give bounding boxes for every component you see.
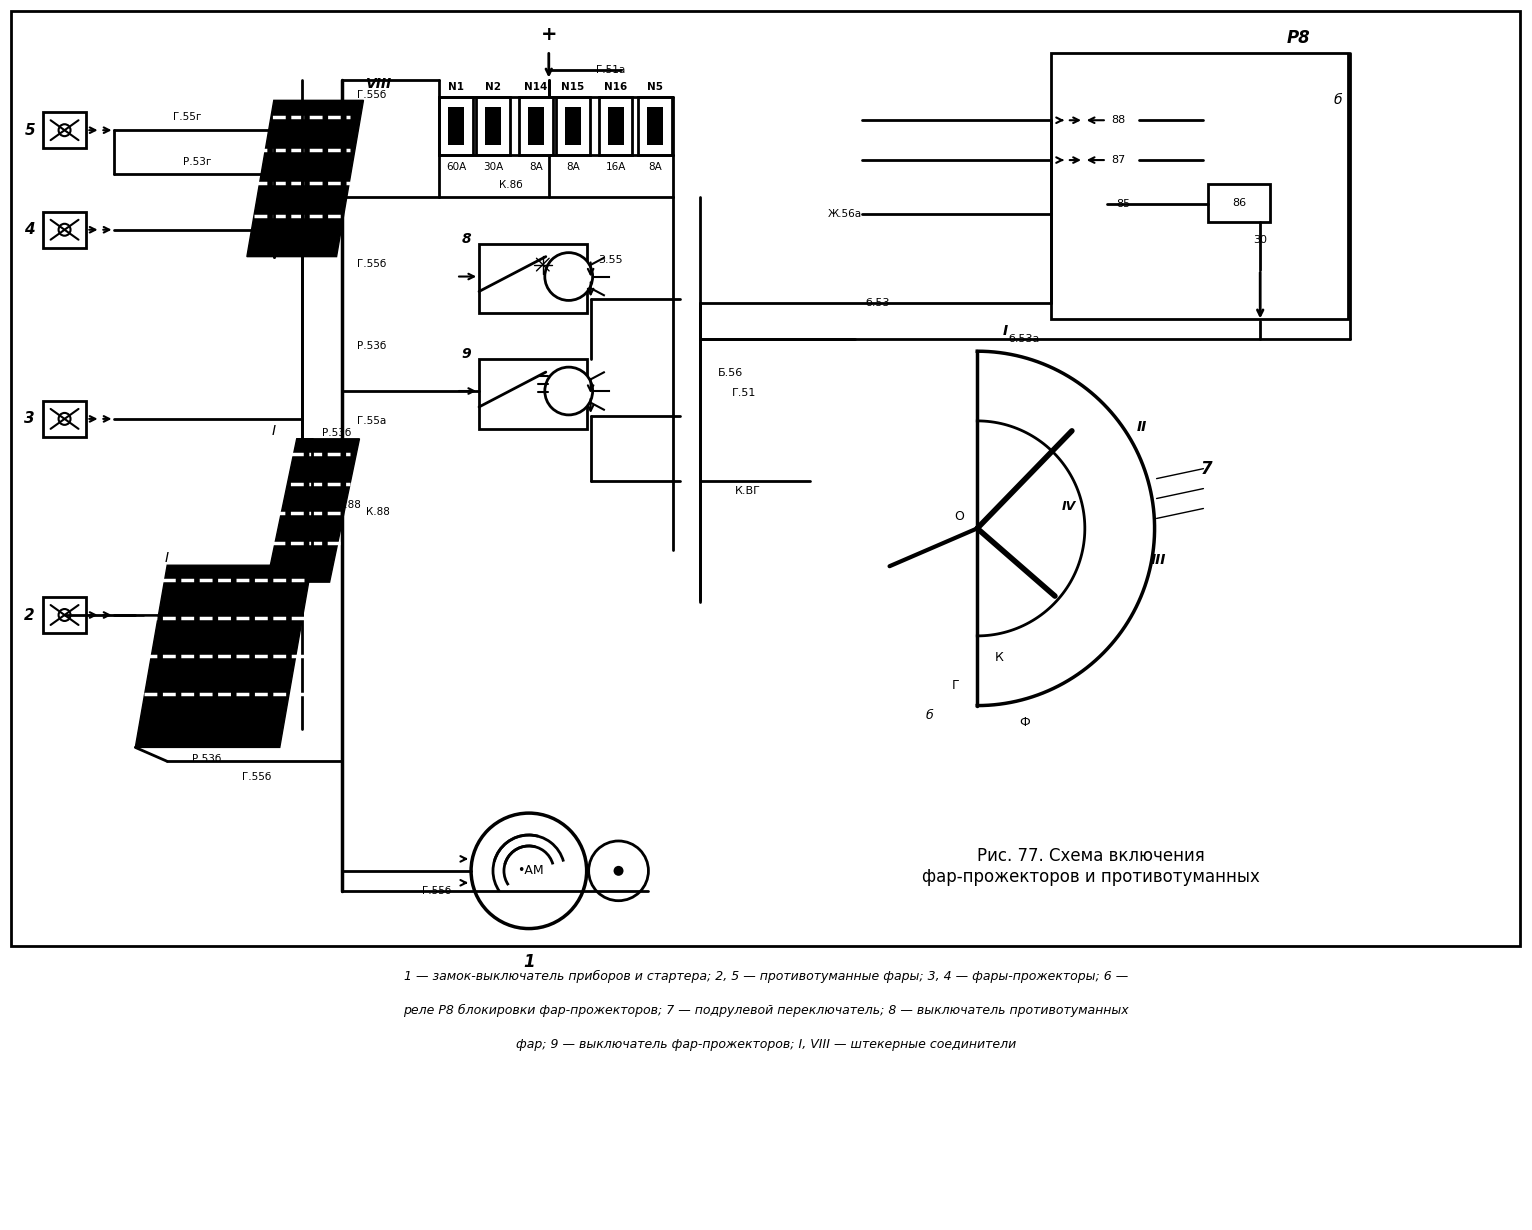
Text: 7: 7	[1201, 460, 1212, 477]
Bar	[449, 107, 464, 145]
Text: I: I	[271, 424, 276, 438]
Bar	[1209, 184, 1270, 221]
Bar	[648, 107, 663, 145]
Circle shape	[545, 367, 593, 415]
Text: Г.55б: Г.55б	[242, 772, 271, 782]
Text: К.88: К.88	[366, 508, 391, 518]
Bar	[599, 97, 633, 155]
Polygon shape	[247, 101, 363, 257]
Text: Р.53б: Р.53б	[322, 428, 351, 438]
Bar	[639, 97, 673, 155]
Text: 5: 5	[25, 123, 35, 138]
Text: N5: N5	[648, 82, 663, 92]
Bar	[480, 244, 587, 314]
Text: N16: N16	[604, 82, 627, 92]
Bar	[556, 97, 590, 155]
Text: 87: 87	[1112, 155, 1126, 165]
Text: Р.53б: Р.53б	[357, 341, 386, 352]
Text: К.ВГ: К.ВГ	[735, 486, 761, 496]
Text: 9: 9	[461, 347, 470, 362]
Text: Г.51а: Г.51а	[596, 65, 625, 75]
Text: К.8б: К.8б	[499, 180, 522, 189]
Text: 8: 8	[461, 231, 470, 246]
Text: б: б	[925, 708, 933, 722]
Text: реле P8 блокировки фар-прожекторов; 7 — подрулевой переключатель; 8 — выключател: реле P8 блокировки фар-прожекторов; 7 — …	[403, 1004, 1129, 1017]
Text: 16A: 16A	[605, 162, 625, 172]
Text: 88: 88	[1112, 116, 1126, 125]
Text: б.53: б.53	[866, 299, 890, 309]
Text: O: O	[954, 510, 964, 523]
Text: Р.53г: Р.53г	[182, 157, 211, 167]
Circle shape	[545, 252, 593, 300]
Text: N1: N1	[449, 82, 464, 92]
Text: II: II	[1137, 419, 1147, 434]
Text: N15: N15	[561, 82, 584, 92]
Text: Г.55г: Г.55г	[173, 112, 201, 122]
Text: Ф: Ф	[1020, 716, 1031, 729]
Text: б.53а: б.53а	[1008, 335, 1040, 344]
Text: Р.53б: Р.53б	[192, 754, 221, 764]
Circle shape	[588, 841, 648, 900]
Bar	[519, 97, 553, 155]
Bar	[440, 97, 473, 155]
Text: 1 — замок-выключатель приборов и стартера; 2, 5 — противотуманные фары; 3, 4 — ф: 1 — замок-выключатель приборов и стартер…	[404, 969, 1128, 983]
Text: N14: N14	[524, 82, 547, 92]
Text: Б.56: Б.56	[719, 368, 743, 378]
Text: VIII: VIII	[366, 77, 392, 91]
Polygon shape	[267, 439, 360, 582]
Text: 1: 1	[522, 953, 535, 972]
Text: Г.55б: Г.55б	[357, 258, 386, 268]
Text: Г.51: Г.51	[732, 387, 757, 399]
Text: К.88: К.88	[337, 501, 360, 510]
Text: N2: N2	[486, 82, 501, 92]
Text: б: б	[1334, 93, 1342, 107]
Text: К: К	[994, 652, 1003, 664]
Text: Г.55б: Г.55б	[357, 90, 386, 101]
Text: 4: 4	[25, 223, 35, 237]
Bar	[43, 212, 86, 247]
Circle shape	[58, 413, 70, 424]
Text: Рис. 77. Схема включения
фар-прожекторов и противотуманных: Рис. 77. Схема включения фар-прожекторов…	[922, 847, 1259, 887]
Text: 30A: 30A	[483, 162, 502, 172]
Bar	[608, 107, 624, 145]
Text: 8A: 8A	[565, 162, 579, 172]
Bar	[486, 107, 501, 145]
Circle shape	[613, 866, 624, 876]
Bar	[43, 401, 86, 437]
Text: 86: 86	[1232, 198, 1247, 208]
Bar	[1051, 53, 1348, 320]
Polygon shape	[135, 566, 311, 748]
Bar	[476, 97, 510, 155]
Text: 8A: 8A	[529, 162, 542, 172]
Text: •AM: •AM	[518, 865, 544, 877]
Text: 60A: 60A	[446, 162, 466, 172]
Text: III: III	[1151, 554, 1166, 567]
Text: 8A: 8A	[648, 162, 662, 172]
Text: Ж.56а: Ж.56а	[827, 209, 861, 219]
Text: 85: 85	[1117, 199, 1131, 209]
Bar	[43, 597, 86, 633]
Text: 3.55: 3.55	[599, 255, 624, 264]
Bar	[11, 11, 1520, 947]
Bar	[529, 107, 544, 145]
Text: Г.55б: Г.55б	[421, 886, 450, 895]
Text: P8: P8	[1287, 28, 1310, 47]
Circle shape	[58, 609, 70, 621]
Circle shape	[58, 224, 70, 236]
Text: I: I	[164, 551, 169, 566]
Bar	[480, 359, 587, 429]
Circle shape	[470, 813, 587, 929]
Bar	[43, 112, 86, 148]
Text: 3: 3	[25, 411, 35, 427]
Bar	[565, 107, 581, 145]
Text: фар; 9 — выключатель фар-прожекторов; I, VIII — штекерные соединители: фар; 9 — выключатель фар-прожекторов; I,…	[516, 1038, 1016, 1050]
Text: 30: 30	[1253, 235, 1267, 245]
Text: +: +	[541, 25, 558, 44]
Text: Г: Г	[951, 679, 959, 692]
Text: Г.55а: Г.55а	[357, 416, 386, 426]
Circle shape	[58, 124, 70, 137]
Text: I: I	[1002, 325, 1008, 338]
Text: IV: IV	[1062, 499, 1075, 513]
Text: 2: 2	[25, 608, 35, 622]
